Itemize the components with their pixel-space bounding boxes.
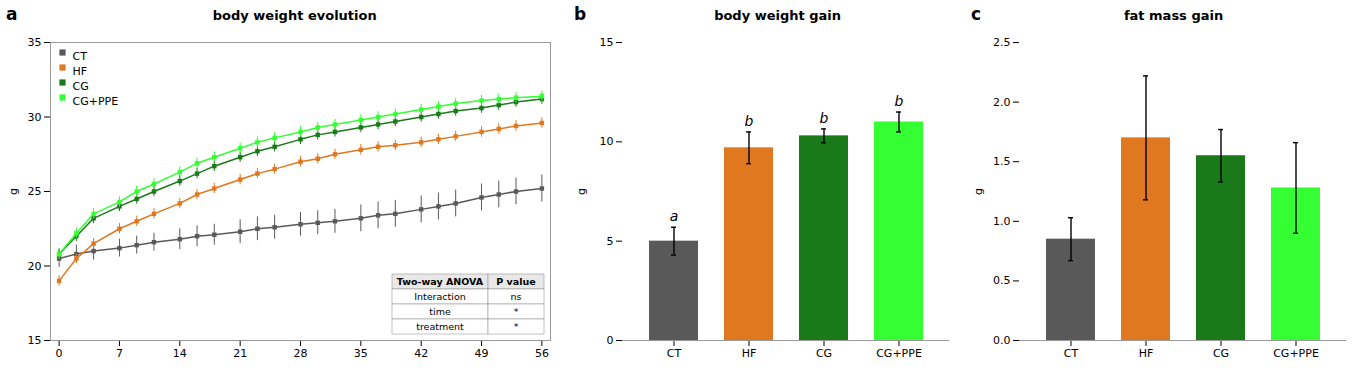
svg-text:CG+PPE: CG+PPE — [1273, 347, 1319, 360]
svg-text:0: 0 — [56, 347, 63, 360]
svg-text:CG: CG — [1213, 347, 1229, 360]
svg-text:20: 20 — [28, 260, 42, 273]
svg-text:CT: CT — [667, 347, 682, 360]
svg-text:*: * — [514, 321, 519, 332]
svg-text:10: 10 — [600, 135, 614, 148]
svg-text:35: 35 — [28, 36, 42, 49]
html-text:b: b — [574, 4, 587, 24]
html-text:c: c — [971, 4, 982, 24]
svg-text:0: 0 — [607, 334, 614, 347]
svg-text:Interaction: Interaction — [414, 291, 466, 302]
svg-text:1.5: 1.5 — [993, 155, 1011, 168]
svg-text:b: b — [820, 110, 829, 126]
svg-text:15: 15 — [28, 334, 42, 347]
svg-text:*: * — [514, 306, 519, 317]
svg-text:7: 7 — [116, 347, 123, 360]
svg-text:HF: HF — [1139, 347, 1154, 360]
svg-text:1.0: 1.0 — [993, 215, 1011, 228]
svg-text:49: 49 — [475, 347, 489, 360]
svg-text:Two-way ANOVA: Two-way ANOVA — [397, 276, 484, 287]
svg-text:b: b — [895, 93, 904, 109]
html-text:a: a — [6, 4, 18, 24]
html-text:body weight evolution: body weight evolution — [212, 8, 377, 23]
svg-text:15: 15 — [600, 36, 614, 49]
svg-text:30: 30 — [28, 111, 42, 124]
svg-text:HF: HF — [742, 347, 757, 360]
svg-text:35: 35 — [354, 347, 368, 360]
svg-text:42: 42 — [414, 347, 428, 360]
svg-text:ns: ns — [511, 291, 522, 302]
svg-text:CG+PPE: CG+PPE — [73, 95, 119, 108]
svg-text:HF: HF — [73, 65, 88, 78]
svg-text:b: b — [745, 113, 754, 129]
svg-text:CT: CT — [73, 50, 88, 63]
svg-text:g: g — [575, 188, 588, 195]
svg-text:CT: CT — [1064, 347, 1079, 360]
html-text:body weight gain: body weight gain — [714, 8, 841, 23]
svg-text:CG: CG — [816, 347, 832, 360]
svg-text:a: a — [670, 208, 679, 224]
svg-text:14: 14 — [173, 347, 187, 360]
svg-text:2.0: 2.0 — [993, 96, 1011, 109]
svg-text:21: 21 — [233, 347, 247, 360]
svg-text:28: 28 — [294, 347, 308, 360]
svg-text:5: 5 — [607, 235, 614, 248]
html-text:fat mass gain: fat mass gain — [1123, 8, 1224, 23]
svg-text:0.0: 0.0 — [993, 334, 1011, 347]
svg-text:P value: P value — [496, 276, 535, 287]
svg-text:CG: CG — [73, 80, 89, 93]
svg-text:g: g — [972, 188, 985, 195]
svg-text:g: g — [7, 188, 20, 195]
svg-text:treatment: treatment — [416, 321, 464, 332]
svg-text:56: 56 — [535, 347, 549, 360]
svg-text:time: time — [429, 306, 451, 317]
svg-text:0.5: 0.5 — [993, 274, 1011, 287]
svg-text:25: 25 — [28, 185, 42, 198]
svg-text:2.5: 2.5 — [993, 36, 1011, 49]
svg-text:CG+PPE: CG+PPE — [876, 347, 922, 360]
